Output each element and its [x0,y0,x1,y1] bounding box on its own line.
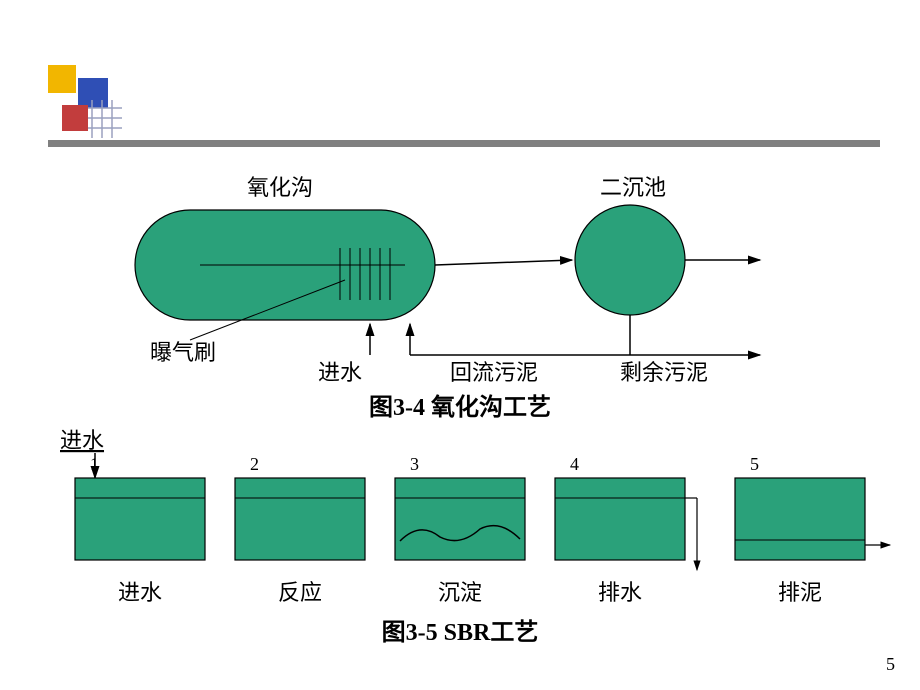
aerator-label: 曝气刷 [150,340,216,365]
diagram-stage: 氧化沟二沉池曝气刷进水回流污泥剩余污泥图3-4 氧化沟工艺 进水1进水2反应3沉… [0,0,920,690]
fig35-caption: 图3-5 SBR工艺 [382,619,539,646]
sbr-num-4: 4 [570,454,579,474]
sbr-label-2: 反应 [278,580,322,605]
sbr-num-1: 1 [90,454,99,474]
clarifier-label: 二沉池 [600,175,666,200]
excess-sludge-label: 剩余污泥 [620,360,708,385]
page-number: 5 [886,654,895,675]
sbr-num-5: 5 [750,454,759,474]
sbr-num-3: 3 [410,454,419,474]
sbr-box-5 [735,478,865,560]
sbr-label-1: 进水 [118,580,162,605]
flow-tank-to-clarifier [435,260,572,265]
sbr-box-3 [395,478,525,560]
inflow-label: 进水 [318,360,362,385]
return-sludge-label: 回流污泥 [450,360,538,385]
sbr-box-4 [555,478,685,560]
sbr-label-3: 沉淀 [438,580,482,605]
sbr-label-4: 排水 [598,580,642,605]
sbr-label-5: 排泥 [778,580,822,605]
tank-label: 氧化沟 [247,175,313,200]
sbr-num-2: 2 [250,454,259,474]
sbr-box-2 [235,478,365,560]
secondary-clarifier [575,205,685,315]
sbr-inflow-label: 进水 [60,428,104,453]
sbr-box-1 [75,478,205,560]
fig34-caption: 图3-4 氧化沟工艺 [369,393,551,421]
